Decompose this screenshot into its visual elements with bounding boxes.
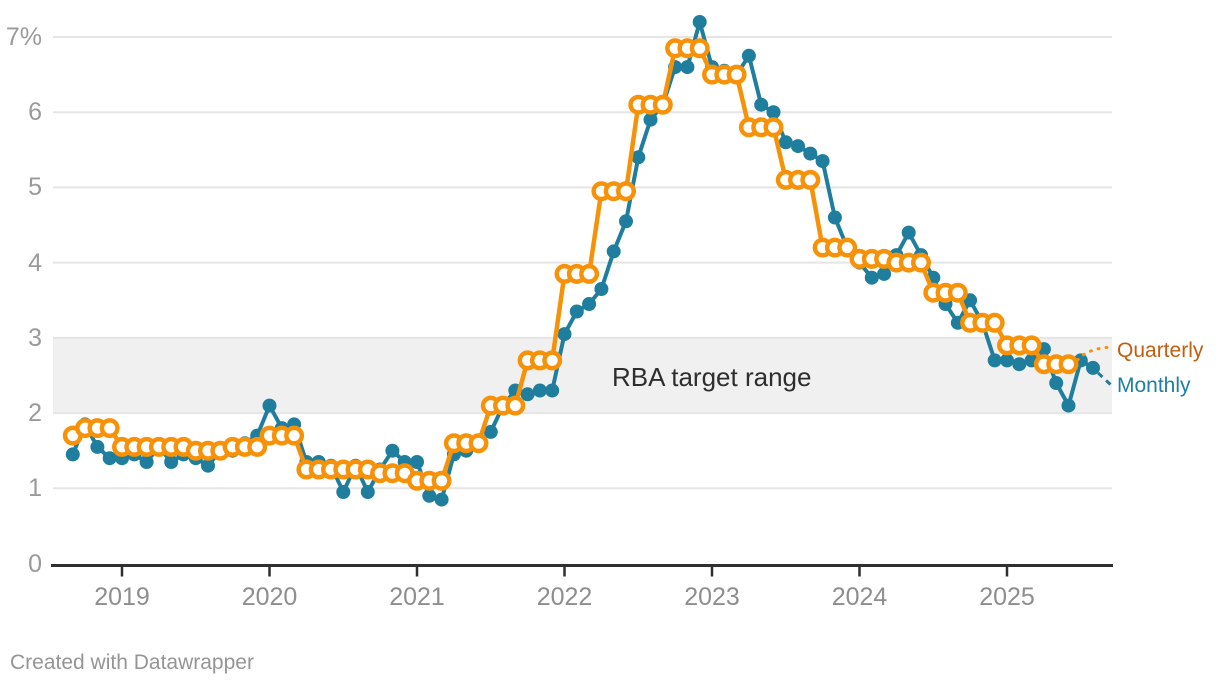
quarterly-point: [247, 436, 268, 457]
quarterly-point: [579, 263, 600, 284]
quarterly-point: [431, 470, 452, 491]
monthly-point: [754, 97, 769, 112]
monthly-point: [102, 451, 117, 466]
monthly-point: [692, 15, 707, 29]
monthly-point: [262, 398, 277, 413]
monthly-point: [1049, 376, 1064, 390]
monthly-point: [532, 383, 547, 398]
monthly-point: [631, 150, 646, 165]
monthly-point: [336, 485, 351, 499]
monthly-point: [877, 266, 892, 281]
monthly-point: [360, 485, 375, 499]
y-tick-label: 4: [28, 248, 42, 277]
target-band: [53, 337, 1112, 414]
monthly-point: [619, 214, 633, 229]
monthly-point: [643, 112, 658, 127]
x-tick-label: 2019: [94, 583, 150, 611]
monthly-point: [791, 139, 805, 154]
quarterly-point: [800, 169, 821, 190]
y-tick-label: 3: [28, 323, 42, 352]
x-tick-label: 2021: [389, 583, 445, 611]
legend-label-quarterly: Quarterly: [1117, 339, 1204, 362]
quarterly-point: [1058, 354, 1079, 375]
y-tick-label: 1: [28, 474, 42, 503]
monthly-point: [815, 154, 830, 169]
quarterly-point: [284, 425, 305, 446]
monthly-point: [90, 439, 105, 454]
monthly-point: [1000, 353, 1014, 368]
monthly-point: [201, 458, 215, 473]
monthly-point: [520, 387, 535, 402]
monthly-point: [65, 447, 80, 462]
monthly-point: [864, 270, 879, 285]
x-tick-label: 2022: [536, 583, 593, 611]
quarterly-point: [689, 38, 710, 59]
y-tick-label: 5: [28, 173, 42, 202]
monthly-point: [582, 297, 597, 311]
quarterly-point: [984, 312, 1005, 333]
y-tick-label: 2: [28, 399, 42, 428]
y-tick-label: 7%: [5, 23, 42, 51]
monthly-point: [680, 60, 695, 75]
target-band-label: RBA target range: [612, 362, 812, 392]
monthly-point: [901, 225, 916, 240]
monthly-legend-connector: [1097, 371, 1113, 387]
monthly-point: [545, 383, 560, 398]
monthly-point: [569, 304, 584, 319]
quarterly-point: [763, 117, 784, 138]
monthly-point: [164, 455, 179, 469]
monthly-point: [434, 492, 449, 507]
monthly-point: [1061, 398, 1076, 413]
legend-label-monthly: Monthly: [1117, 374, 1191, 397]
quarterly-legend-connector: [1075, 345, 1113, 362]
x-tick-label: 2023: [684, 583, 740, 611]
monthly-point: [557, 327, 572, 342]
monthly-point: [594, 282, 609, 296]
quarterly-point: [505, 395, 526, 416]
monthly-point: [741, 48, 756, 63]
monthly-point: [483, 424, 498, 439]
datawrapper-attribution: Created with Datawrapper: [10, 651, 254, 674]
quarterly-point: [947, 282, 968, 303]
quarterly-point: [911, 252, 931, 273]
monthly-point: [778, 135, 793, 150]
quarterly-point: [652, 94, 673, 115]
quarterly-point: [837, 237, 858, 258]
y-tick-label: 0: [28, 549, 42, 578]
monthly-point: [385, 443, 400, 458]
monthly-point: [987, 353, 1002, 368]
monthly-point: [410, 455, 424, 469]
monthly-point: [139, 455, 154, 469]
monthly-point: [827, 210, 842, 225]
monthly-point: [1086, 360, 1100, 375]
monthly-line: [70, 20, 1095, 502]
quarterly-point: [726, 64, 747, 85]
quarterly-point: [1021, 335, 1042, 356]
quarterly-point: [99, 418, 120, 439]
monthly-point: [606, 244, 621, 259]
y-tick-label: 6: [28, 98, 42, 127]
monthly-point: [422, 488, 437, 503]
x-tick-label: 2020: [241, 583, 298, 611]
monthly-point: [1012, 357, 1027, 372]
monthly-point: [803, 146, 818, 161]
quarterly-point: [542, 350, 563, 371]
x-tick-label: 2025: [979, 583, 1035, 611]
quarterly-point: [468, 433, 489, 454]
monthly-point: [766, 105, 781, 120]
x-tick-label: 2024: [831, 583, 888, 611]
quarterly-point: [616, 181, 636, 202]
